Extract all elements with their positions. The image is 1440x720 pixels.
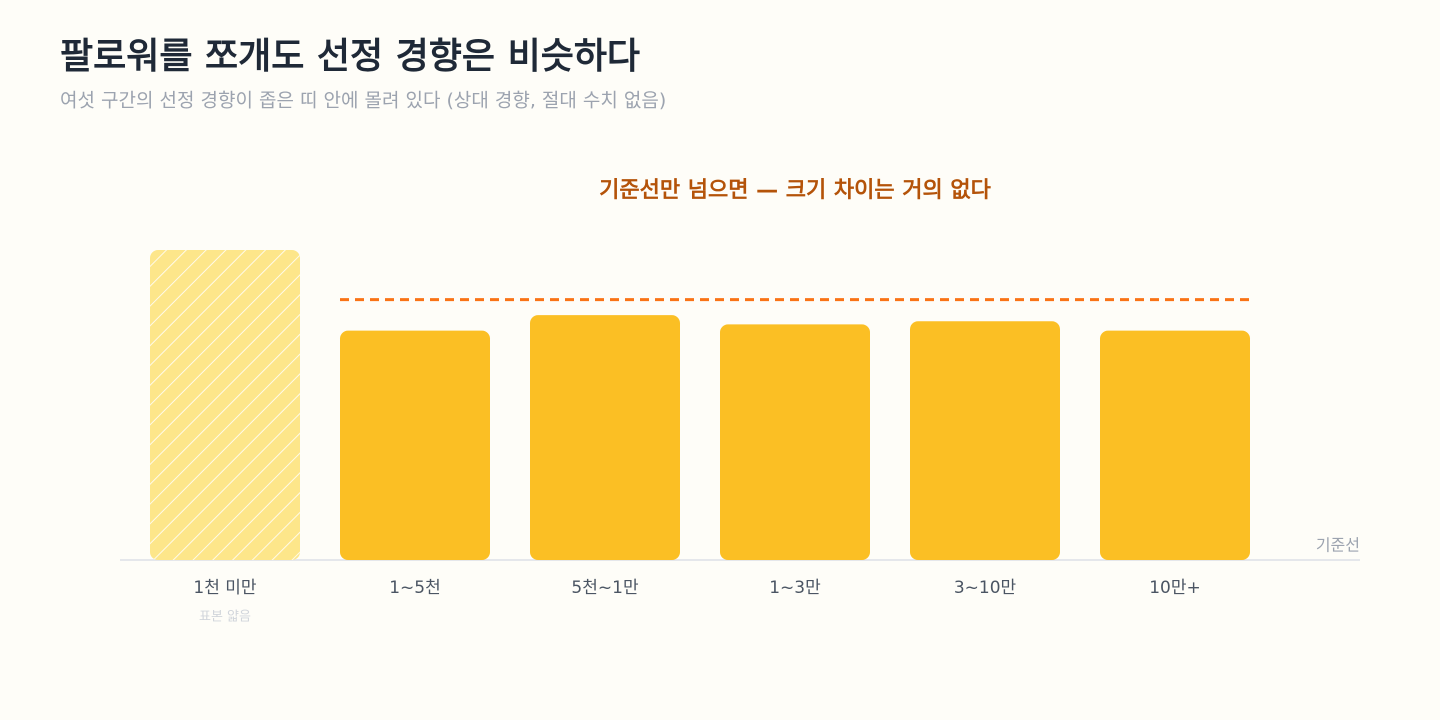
chart-title: 팔로워를 쪼개도 선정 경향은 비슷하다 bbox=[60, 36, 640, 77]
x-tick-label: 1천 미만 bbox=[193, 578, 256, 598]
bar-hatch bbox=[150, 250, 300, 560]
x-tick-label: 1~5천 bbox=[389, 578, 441, 598]
chart-subtitle: 여섯 구간의 선정 경향이 좁은 띠 안에 몰려 있다 (상대 경향, 절대 수… bbox=[60, 90, 666, 112]
bar bbox=[340, 330, 490, 560]
x-sublabel: 표본 얇음 bbox=[199, 610, 251, 625]
x-tick-label: 5천~1만 bbox=[571, 578, 639, 598]
bar bbox=[1100, 330, 1250, 560]
bar bbox=[530, 315, 680, 560]
bar bbox=[910, 321, 1060, 560]
x-tick-label: 10만+ bbox=[1149, 578, 1201, 598]
x-tick-label: 3~10만 bbox=[954, 578, 1017, 598]
x-tick-label: 1~3만 bbox=[769, 578, 821, 598]
reference-label: 기준선 bbox=[1316, 536, 1360, 555]
annotation: 기준선만 넘으면 — 크기 차이는 거의 없다 bbox=[599, 178, 992, 203]
bar bbox=[720, 324, 870, 560]
